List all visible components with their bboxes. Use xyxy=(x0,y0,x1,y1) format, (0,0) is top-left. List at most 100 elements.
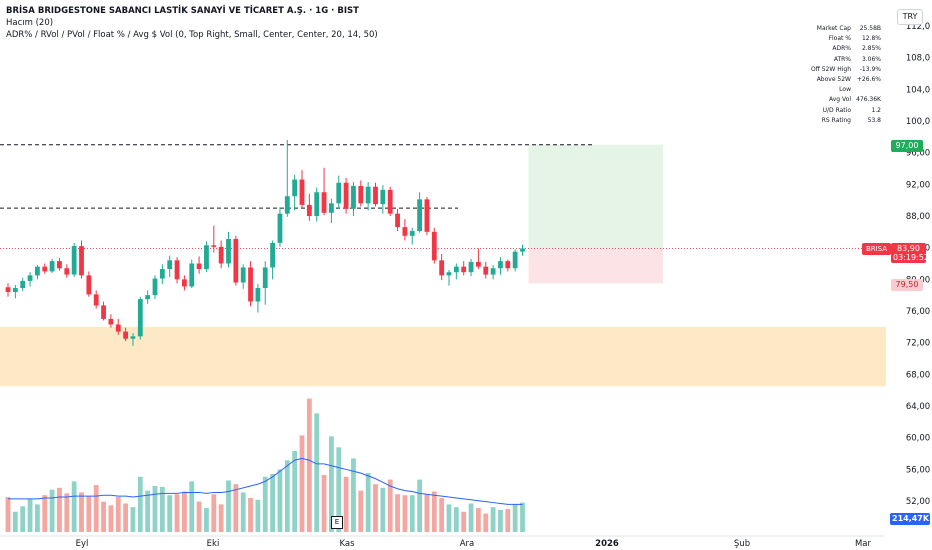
candle-body xyxy=(248,267,253,302)
volume-bar xyxy=(174,494,180,532)
currency-selector[interactable]: TRY xyxy=(897,9,923,25)
candle-body xyxy=(27,275,33,281)
volume-bar xyxy=(123,503,128,532)
volume-bar xyxy=(483,513,489,532)
volume-bar xyxy=(424,494,430,532)
candle-body xyxy=(123,331,128,339)
candle-body xyxy=(233,238,239,283)
candle-body xyxy=(461,266,467,273)
volume-bar xyxy=(387,479,393,532)
volume-value-tag: 214,47K xyxy=(890,513,930,525)
candle-body xyxy=(255,288,261,302)
volume-bar xyxy=(431,491,437,532)
candle-body xyxy=(145,295,151,300)
volume-bar xyxy=(277,469,283,532)
candle-body xyxy=(137,299,143,337)
candle-body xyxy=(329,203,334,213)
stop-price-tag[interactable]: 79,50 xyxy=(891,279,923,291)
volume-bar xyxy=(498,509,503,532)
y-tick-label: 68,00 xyxy=(906,370,930,380)
volume-bar xyxy=(248,497,253,532)
volume-bar xyxy=(226,480,231,532)
stats-table: Market Cap 25.58B Float % 12.8% ADR% 2.85% … xyxy=(803,24,881,126)
candle-body xyxy=(270,242,275,268)
volume-bar xyxy=(373,484,378,532)
volume-bar xyxy=(417,479,422,532)
stats-row: Market Cap 25.58B xyxy=(816,25,881,32)
volume-bar xyxy=(27,498,33,532)
adr-indicator-label[interactable]: ADR% / RVol / PVol / Float % / Avg $ Vol… xyxy=(6,30,378,40)
candle-body xyxy=(446,272,452,276)
volume-bar xyxy=(336,447,342,532)
volume-bar xyxy=(159,486,165,532)
candle-body xyxy=(314,192,320,216)
stats-row: ATR% 3.06% xyxy=(833,55,881,63)
volume-bar xyxy=(49,489,55,532)
volume-bar xyxy=(145,490,151,532)
candle-body xyxy=(380,189,386,205)
candle-body xyxy=(211,245,217,247)
y-tick-label: 92,00 xyxy=(906,180,930,190)
volume-bar xyxy=(446,504,452,532)
y-tick-label: 72,00 xyxy=(906,339,930,349)
volume-bar xyxy=(182,491,187,532)
volume-bar xyxy=(167,495,173,532)
earnings-marker[interactable]: E xyxy=(331,516,343,529)
volume-bar xyxy=(5,497,11,532)
candle-body xyxy=(5,287,11,292)
candle-body xyxy=(468,261,474,273)
volume-bar xyxy=(101,501,106,532)
candle-body xyxy=(387,189,393,214)
volume-bar xyxy=(306,398,312,532)
candle-body xyxy=(204,245,209,270)
candle-body xyxy=(358,185,364,204)
last-price-tag[interactable]: 83,90 03:19:52 xyxy=(891,243,929,263)
candle-body xyxy=(226,238,231,264)
y-tick-label: 76,00 xyxy=(906,307,930,317)
candle-body xyxy=(49,261,55,272)
candle-body xyxy=(351,185,356,209)
y-tick-label: 100,0 xyxy=(906,117,930,127)
candle-body xyxy=(476,261,481,267)
x-tick-label: 2026 xyxy=(595,539,619,549)
y-tick-label: 88,00 xyxy=(906,212,930,222)
stop-zone xyxy=(528,248,663,284)
symbol-title[interactable]: BRİSA BRIDGESTONE SABANCI LASTİK SANAYİ … xyxy=(6,6,359,16)
volume-bar xyxy=(233,484,239,532)
stats-row: Off 52W High -13.9% xyxy=(810,65,881,73)
volume-bar xyxy=(152,486,158,532)
y-tick-label: 96,00 xyxy=(906,149,930,159)
target-price-tag[interactable]: 97,00 xyxy=(891,140,923,152)
candle-body xyxy=(108,318,114,325)
y-tick-label: 60,00 xyxy=(906,434,930,444)
volume-bar xyxy=(520,502,525,532)
candle-body xyxy=(93,294,99,306)
stats-row: Above 52W Low +26.6% xyxy=(816,76,881,94)
volume-bar xyxy=(380,487,386,532)
volume-bar xyxy=(314,413,320,532)
volume-bar xyxy=(453,507,459,532)
volume-bar xyxy=(42,495,48,532)
x-tick-label: Eki xyxy=(207,539,220,549)
volume-bar xyxy=(365,473,371,532)
volume-bar xyxy=(512,504,518,532)
volume-bar xyxy=(262,476,268,532)
x-tick-label: Kas xyxy=(339,539,355,549)
volume-bar xyxy=(270,474,275,532)
volume-bar xyxy=(64,493,70,532)
volume-bar xyxy=(57,487,62,532)
candle-body xyxy=(365,186,371,204)
candle-body xyxy=(64,268,70,275)
volume-indicator-label[interactable]: Hacım (20) xyxy=(6,18,54,28)
volume-bar xyxy=(93,485,99,532)
x-tick-label: Eyl xyxy=(76,539,89,549)
candle-body xyxy=(417,199,422,232)
candle-body xyxy=(402,227,408,236)
stats-row: U/D Ratio 1.2 xyxy=(822,106,881,114)
stats-row: Float % 12.8% xyxy=(828,35,881,43)
candle-body xyxy=(115,324,121,332)
candle-body xyxy=(71,246,77,275)
candle-body xyxy=(490,268,496,275)
volume-bar xyxy=(240,492,246,532)
